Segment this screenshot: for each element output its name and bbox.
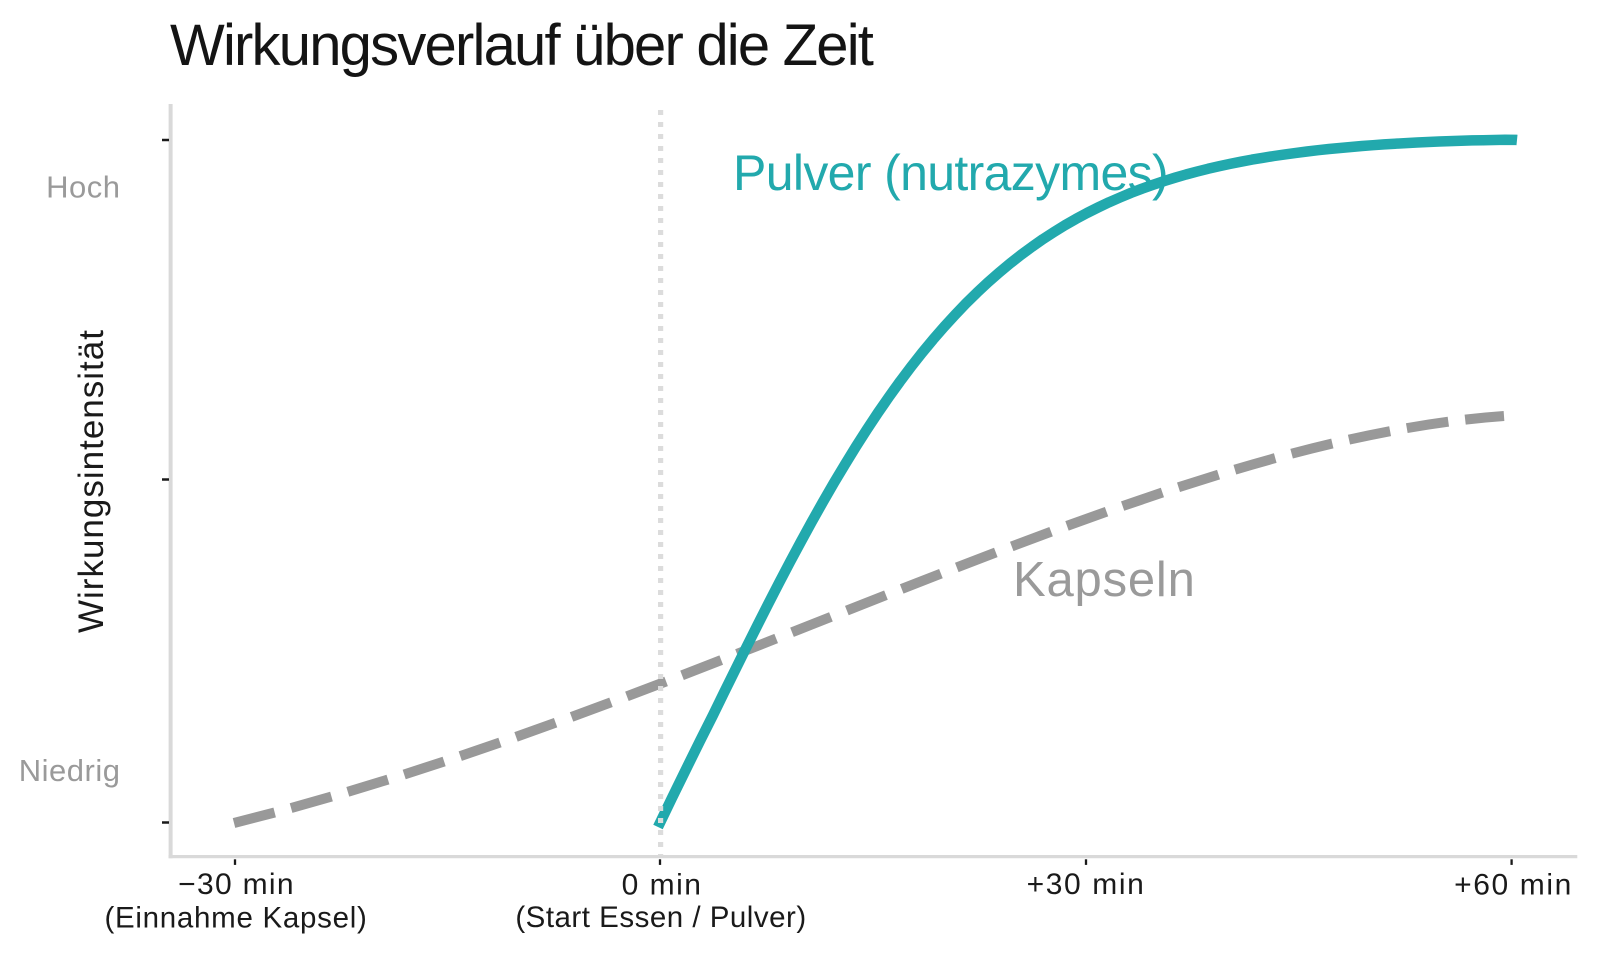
svg-text:Kapseln: Kapseln	[1013, 553, 1196, 607]
svg-text:+30 min: +30 min	[1027, 868, 1146, 901]
svg-text:(Start Essen / Pulver): (Start Essen / Pulver)	[515, 901, 806, 934]
svg-text:Wirkungsintensität: Wirkungsintensität	[72, 329, 111, 633]
svg-text:Pulver (nutrazymes): Pulver (nutrazymes)	[733, 145, 1168, 201]
svg-text:Niedrig: Niedrig	[19, 753, 121, 788]
svg-text:(Einnahme Kapsel): (Einnahme Kapsel)	[104, 902, 367, 935]
svg-text:0 min: 0 min	[622, 868, 703, 901]
svg-text:Hoch: Hoch	[46, 169, 120, 204]
svg-text:Wirkungsverlauf über die Zeit: Wirkungsverlauf über die Zeit	[170, 13, 874, 78]
svg-text:−30 min: −30 min	[178, 868, 295, 901]
svg-text:+60 min: +60 min	[1454, 869, 1573, 902]
